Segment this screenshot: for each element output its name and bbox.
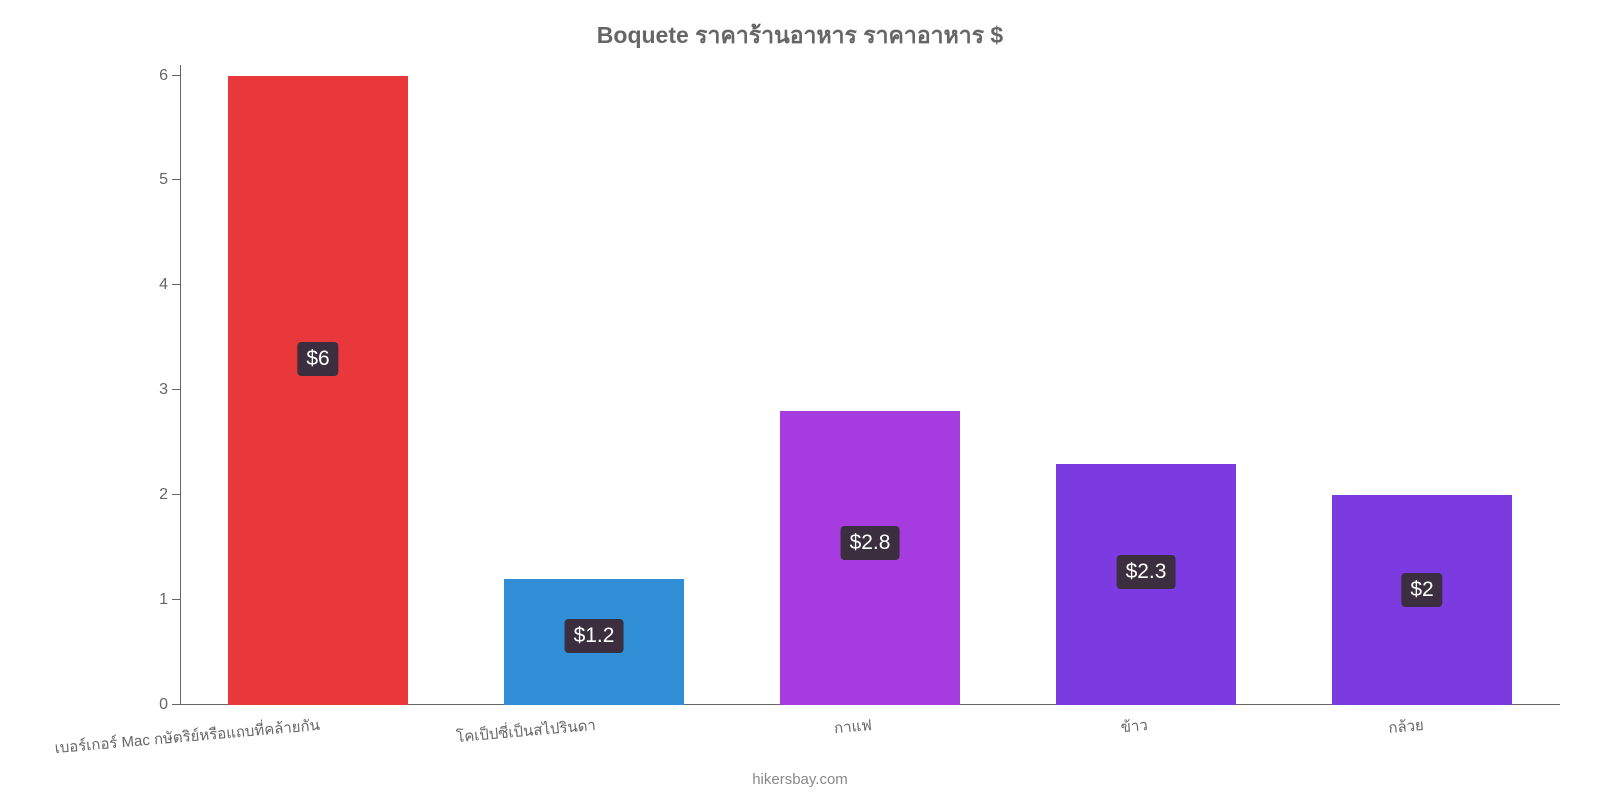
plot-area: 0123456$6เบอร์เกอร์ Mac กษัตริย์หรือแถบท… [180,65,1560,705]
x-tick-label: กล้วย [1387,705,1425,740]
bar-value-label: $6 [297,342,338,376]
y-tick-label: 3 [159,381,180,399]
x-tick-label: โคเป็ปซี่เป็นสไปรินดา [454,705,596,749]
x-tick-label: เบอร์เกอร์ Mac กษัตริย์หรือแถบที่คล้ายกั… [53,705,321,760]
y-tick-label: 1 [159,591,180,609]
chart-container: Boquete ราคาร้านอาหาร ราคาอาหาร $ 012345… [0,0,1600,800]
chart-title: Boquete ราคาร้านอาหาร ราคาอาหาร $ [0,0,1600,54]
bar [228,76,407,706]
y-tick-label: 4 [159,276,180,294]
y-tick-label: 6 [159,67,180,85]
attribution: hikersbay.com [0,771,1600,788]
bar-value-label: $2.3 [1117,555,1176,589]
y-tick-label: 2 [159,486,180,504]
y-tick-label: 5 [159,171,180,189]
x-tick-label: กาแฟ [832,705,872,740]
y-axis-line [180,65,181,705]
x-tick-label: ข้าว [1119,705,1149,739]
bar-value-label: $2 [1401,573,1442,607]
y-tick-label: 0 [159,696,180,714]
bar-value-label: $1.2 [565,619,624,653]
bar-value-label: $2.8 [841,526,900,560]
